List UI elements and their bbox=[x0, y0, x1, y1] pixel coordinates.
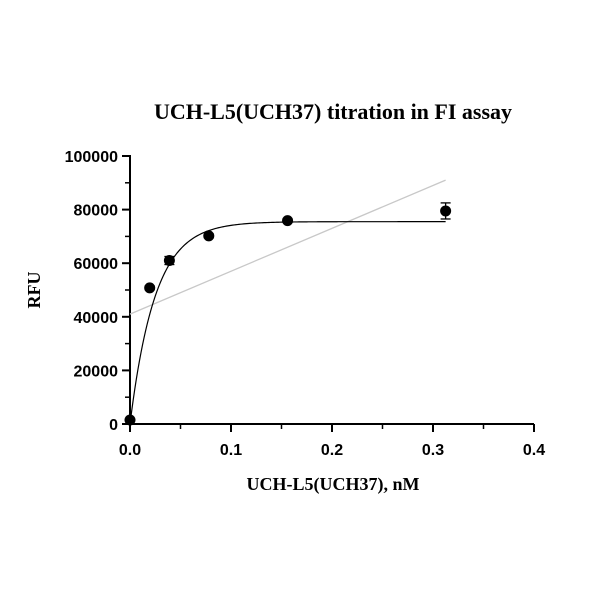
y-tick-label: 0 bbox=[109, 417, 118, 434]
data-points bbox=[124, 202, 452, 426]
fit-curve bbox=[129, 221, 446, 425]
linear-fit-line bbox=[129, 179, 446, 315]
y-tick-label: 40000 bbox=[74, 310, 119, 327]
data-point bbox=[282, 215, 294, 227]
chart-title: UCH-L5(UCH37) titration in FI assay bbox=[154, 99, 512, 124]
data-point bbox=[124, 414, 136, 426]
data-point bbox=[163, 255, 175, 267]
data-point bbox=[203, 230, 215, 242]
y-axis-label: RFU bbox=[24, 272, 44, 309]
x-ticks: 0.0 0.1 0.2 0.3 0.4 bbox=[119, 424, 545, 459]
data-point bbox=[440, 205, 452, 217]
x-tick-label: 0.4 bbox=[523, 442, 545, 459]
y-tick-label: 80000 bbox=[74, 203, 119, 220]
x-tick-label: 0.0 bbox=[119, 442, 141, 459]
y-tick-label: 60000 bbox=[74, 256, 119, 273]
x-tick-label: 0.3 bbox=[422, 442, 444, 459]
y-tick-label: 100000 bbox=[65, 149, 118, 166]
x-tick-label: 0.2 bbox=[321, 442, 343, 459]
y-tick-label: 20000 bbox=[74, 363, 119, 380]
x-axis-label: UCH-L5(UCH37), nM bbox=[247, 474, 420, 495]
y-ticks: 0 20000 40000 60000 80000 100000 bbox=[65, 149, 130, 434]
x-tick-label: 0.1 bbox=[220, 442, 242, 459]
data-point bbox=[144, 282, 156, 294]
